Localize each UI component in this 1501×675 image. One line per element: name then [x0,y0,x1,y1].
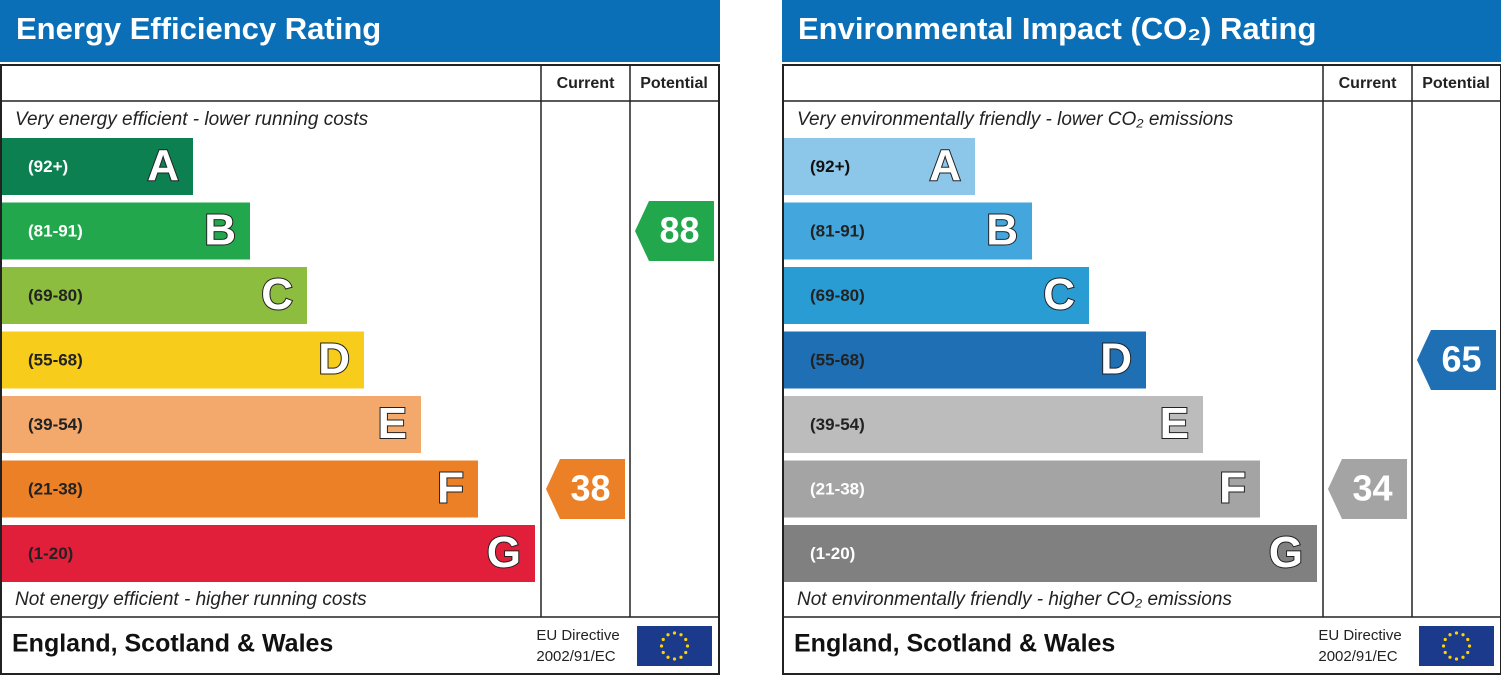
panel-title: Energy Efficiency Rating [16,11,381,46]
band [2,267,307,324]
band-letter: C [1043,270,1075,319]
flag-star [679,655,683,659]
rating-arrow [1417,330,1496,390]
band [784,460,1260,518]
band-letter: B [986,206,1018,255]
band-letter: A [929,141,961,190]
band [2,460,478,518]
bottom-label: Not energy efficient - higher running co… [15,589,367,610]
title-bar [782,0,1501,62]
band [2,202,250,260]
flag-star [659,644,664,648]
band-letter: G [487,528,521,577]
band-letter: D [1100,335,1132,384]
flag-star [1466,637,1470,642]
directive: 2002/91/EC [536,648,615,665]
flag-star [661,637,665,642]
flag-star [1466,650,1470,655]
band-range: (1-20) [810,544,855,563]
footer: England, Scotland & Wales [12,630,333,658]
top-label: Very environmentally friendly - lower CO… [797,109,1234,130]
rating-arrow [1328,459,1407,519]
rating-panel: Environmental Impact (CO₂) Rating Current… [782,0,1501,675]
flag-star [1467,644,1472,648]
flag-star [1448,633,1452,637]
flag-star [679,633,683,637]
band-range: (55-68) [810,350,865,369]
band-letter: C [261,270,293,319]
band-range: (55-68) [28,350,83,369]
panel-title: Environmental Impact (CO₂) Rating [798,11,1316,46]
top-label: Very energy efficient - lower running co… [15,109,369,130]
rating-arrow [546,459,625,519]
flag-star [1461,633,1465,637]
title-bar [0,0,720,62]
band [784,525,1317,582]
flag-star [1461,655,1465,659]
band [784,331,1146,389]
band-letter: B [204,206,236,255]
column-header: Potential [640,75,708,92]
flag-star [672,657,677,661]
flag-star [684,650,688,655]
band-range: (69-80) [810,286,865,305]
rating-value: 65 [1441,339,1481,380]
flag-star [685,644,690,648]
band [784,202,1032,260]
flag-star [666,655,670,659]
flag-star [666,633,670,637]
directive: 2002/91/EC [1318,648,1397,665]
band-range: (92+) [28,157,68,176]
bottom-label: Not environmentally friendly - higher CO… [797,589,1232,610]
flag-star [672,631,677,635]
band [2,396,421,453]
band [784,267,1089,324]
band-range: (39-54) [810,415,865,434]
band-letter: F [1219,464,1246,513]
rating-value: 34 [1352,468,1392,509]
band-letter: G [1269,528,1303,577]
footer: England, Scotland & Wales [794,630,1115,658]
directive: EU Directive [1318,627,1401,644]
band [784,138,975,195]
band [2,525,535,582]
band [2,331,364,389]
band-letter: A [147,141,179,190]
column-header: Current [1339,75,1397,92]
band [2,138,193,195]
column-header: Potential [1422,75,1490,92]
band-letter: D [318,335,350,384]
band-range: (21-38) [810,479,865,498]
band-letter: F [437,464,464,513]
frame [0,64,720,675]
rating-value: 38 [570,468,610,509]
band-range: (1-20) [28,544,73,563]
rating-value: 88 [659,210,699,251]
rating-panel: Energy Efficiency Rating Current Potential… [0,0,720,675]
band-range: (81-91) [810,221,865,240]
flag-star [1454,631,1459,635]
flag-star [684,637,688,642]
column-header: Current [557,75,615,92]
directive: EU Directive [536,627,619,644]
flag-star [1448,655,1452,659]
flag-star [1441,644,1446,648]
band-range: (21-38) [28,479,83,498]
band-range: (81-91) [28,221,83,240]
rating-arrow [635,201,714,261]
band-range: (92+) [810,157,850,176]
band-letter: E [1160,399,1189,448]
band-range: (69-80) [28,286,83,305]
flag-star [661,650,665,655]
band-letter: E [378,399,407,448]
flag-star [1454,657,1459,661]
flag-star [1443,637,1447,642]
frame [782,64,1501,675]
band-range: (39-54) [28,415,83,434]
band [784,396,1203,453]
flag-star [1443,650,1447,655]
